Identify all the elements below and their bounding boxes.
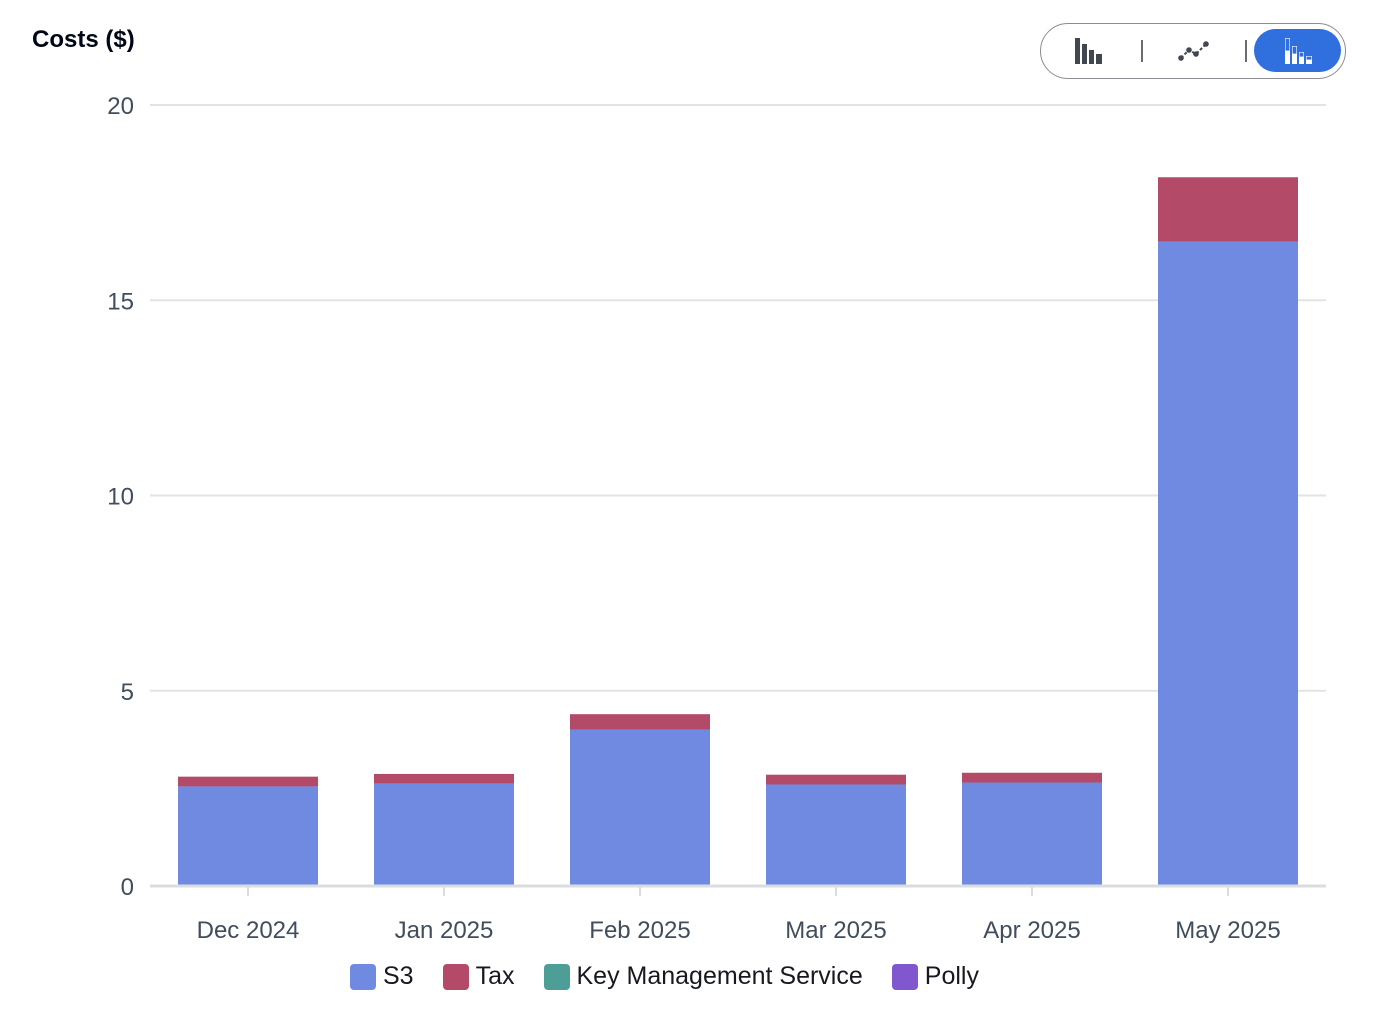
toggle-divider [1245, 40, 1247, 62]
legend-swatch [891, 963, 918, 990]
bar-segment [570, 714, 710, 730]
toggle-divider [1141, 40, 1143, 62]
bar-segment [178, 786, 318, 886]
legend-swatch [543, 963, 570, 990]
y-tick-label: 10 [107, 484, 134, 511]
bar-segment [1158, 177, 1298, 242]
y-tick-label: 5 [121, 679, 134, 706]
legend-label: Tax [475, 962, 515, 990]
bar-segment [962, 772, 1102, 783]
bar-segment [570, 729, 710, 886]
x-tick-label: Dec 2024 [197, 917, 300, 944]
bar-segment [1158, 241, 1298, 887]
x-tick-label: Jan 2025 [395, 917, 494, 944]
legend-swatch [442, 963, 469, 990]
line-chart-button[interactable] [1159, 29, 1229, 72]
bar-segment [374, 783, 514, 886]
legend-label: Key Management Service [576, 962, 863, 990]
y-tick-label: 20 [107, 93, 134, 120]
legend-item[interactable]: S3 [350, 962, 414, 991]
chart-legend: S3 Tax Key Management Service Polly [350, 962, 1008, 991]
bar-segment [962, 782, 1102, 886]
legend-label: S3 [383, 962, 414, 990]
bar-chart-button[interactable] [1059, 29, 1121, 72]
y-tick-label: 0 [121, 874, 134, 901]
legend-item[interactable]: Tax [442, 962, 515, 991]
bar-segment [374, 773, 514, 784]
chart-type-toggle [1040, 23, 1346, 79]
legend-item[interactable]: Key Management Service [543, 962, 863, 991]
x-tick-label: Feb 2025 [589, 917, 690, 944]
legend-swatch [350, 963, 376, 990]
stacked-bar-chart-button[interactable] [1254, 29, 1341, 72]
x-tick-label: May 2025 [1175, 917, 1280, 944]
bar-segment [766, 784, 906, 886]
legend-label: Polly [924, 962, 979, 990]
line-chart-icon [1178, 40, 1209, 61]
y-axis-title: Costs ($) [32, 26, 135, 53]
bar-chart-icon [1075, 37, 1102, 64]
x-tick-label: Mar 2025 [785, 917, 886, 944]
bar-segment [766, 774, 906, 785]
chart-plot: 0 5 10 15 20 Dec 2024 Jan 2025 Feb 2025 Mar 2025… [107, 93, 1326, 944]
bar-segment [178, 776, 318, 787]
legend-item[interactable]: Polly [891, 962, 979, 991]
x-tick-label: Apr 2025 [983, 917, 1080, 944]
stacked-bar-chart-icon [1284, 37, 1312, 64]
y-tick-label: 15 [107, 288, 134, 315]
